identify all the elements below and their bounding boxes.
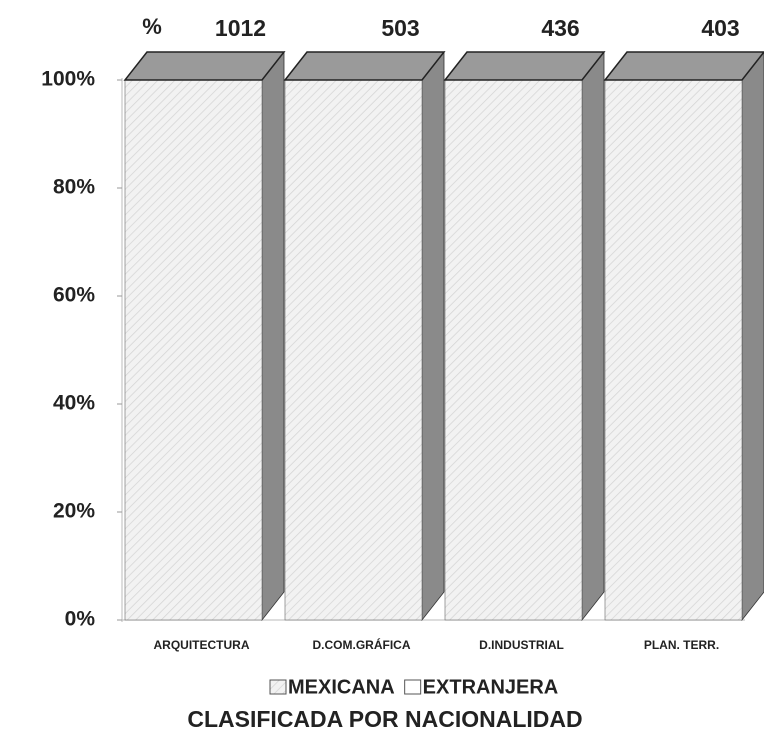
bar [124,79,263,621]
y-tick-label: 0% [65,608,96,631]
bar [444,79,583,621]
bar [604,79,743,621]
bar-top [443,51,606,81]
y-tick-label: 60% [53,284,95,307]
total-label: 403 [701,15,739,41]
legend-swatch [404,679,422,695]
y-tick-label: 80% [53,176,95,199]
bar-top [603,51,764,81]
bar-top [123,51,286,81]
total-label: 1012 [215,15,266,41]
bar-top [283,51,446,81]
x-tick-label: D.INDUSTRIAL [479,638,564,652]
y-tick-label: 100% [41,68,95,91]
unit-label: % [142,14,162,39]
bar-side [261,50,285,622]
y-tick-label: 20% [53,500,95,523]
y-tick-label: 40% [53,392,95,415]
x-tick-label: D.COM.GRÁFICA [313,637,411,652]
legend-label: EXTRANJERA [423,676,559,698]
total-label: 436 [541,15,579,41]
total-label: 503 [381,15,419,41]
bar-side [741,51,764,622]
chart-title: CLASIFICADA POR NACIONALIDAD [187,706,582,732]
x-tick-label: PLAN. TERR. [644,638,719,652]
bar-side [421,50,445,622]
bar-side [581,50,605,622]
bar [284,79,423,621]
legend-label: MEXICANA [288,676,395,698]
x-tick-label: ARQUITECTURA [154,638,250,652]
legend-swatch [269,679,287,695]
